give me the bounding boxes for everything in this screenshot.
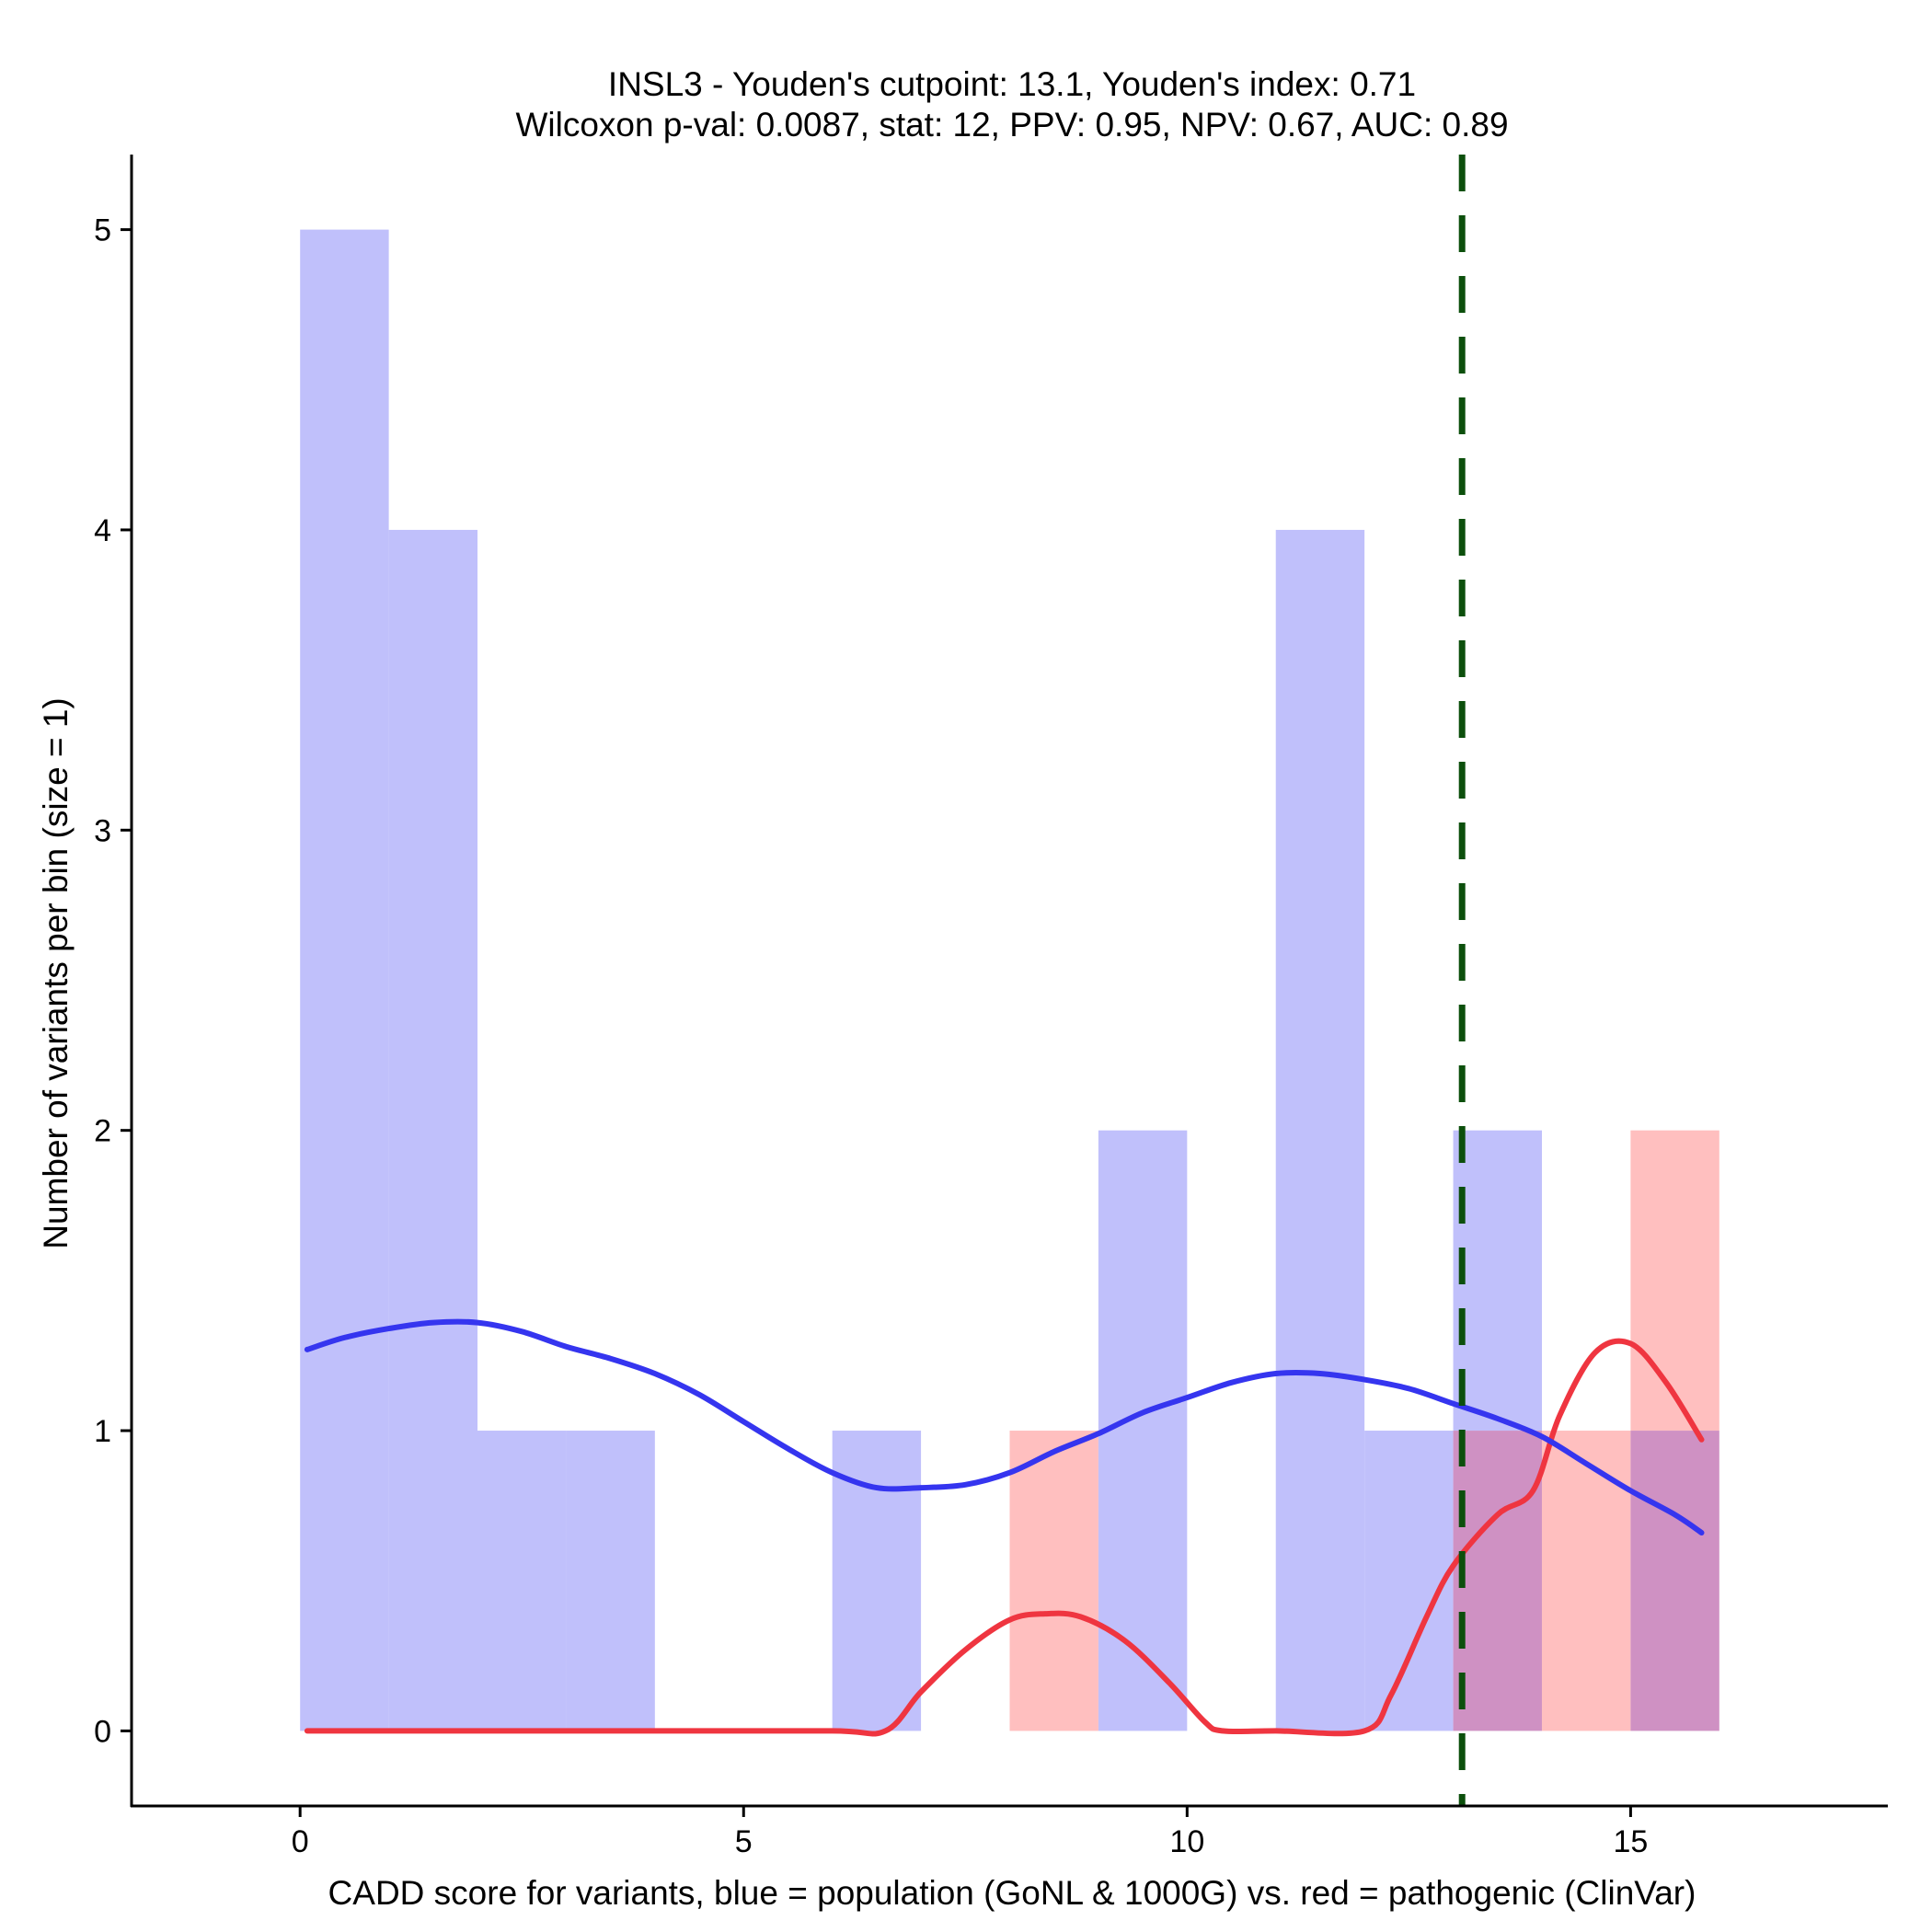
overlap-bar: [1630, 1431, 1719, 1731]
x-tick-label: 5: [735, 1824, 753, 1859]
x-tick-label: 0: [292, 1824, 309, 1859]
population-bar: [477, 1431, 567, 1731]
y-tick-label: 1: [94, 1414, 111, 1449]
overlap-bar: [1453, 1431, 1542, 1731]
pathogenic-bar: [1630, 1130, 1719, 1432]
population-bar: [1275, 529, 1365, 1731]
x-axis-label: CADD score for variants, blue = populati…: [328, 1874, 1696, 1912]
y-tick-label: 3: [94, 813, 111, 848]
population-bar: [388, 529, 478, 1731]
pathogenic-density-line: [304, 1338, 1705, 1737]
y-tick-label: 5: [94, 213, 111, 248]
population-bar: [566, 1431, 655, 1731]
pathogenic-bar: [1009, 1431, 1098, 1731]
population-bar: [1098, 1130, 1188, 1731]
population-bar: [1453, 1130, 1542, 1432]
y-tick-label: 0: [94, 1714, 111, 1749]
x-tick-label: 15: [1613, 1824, 1648, 1859]
y-tick-label: 2: [94, 1114, 111, 1149]
population-bar: [300, 229, 389, 1731]
pathogenic-bar: [1541, 1431, 1631, 1731]
chart-title-line-1: INSL3 - Youden's cutpoint: 13.1, Youden'…: [608, 65, 1416, 103]
y-tick-label: 4: [94, 513, 111, 548]
population-density-line: [304, 1318, 1705, 1535]
population-bar: [1364, 1431, 1454, 1731]
chart-title-line-2: Wilcoxon p-val: 0.0087, stat: 12, PPV: 0…: [515, 106, 1508, 144]
x-tick-label: 10: [1169, 1824, 1204, 1859]
y-axis-label: Number of variants per bin (size = 1): [37, 697, 75, 1248]
